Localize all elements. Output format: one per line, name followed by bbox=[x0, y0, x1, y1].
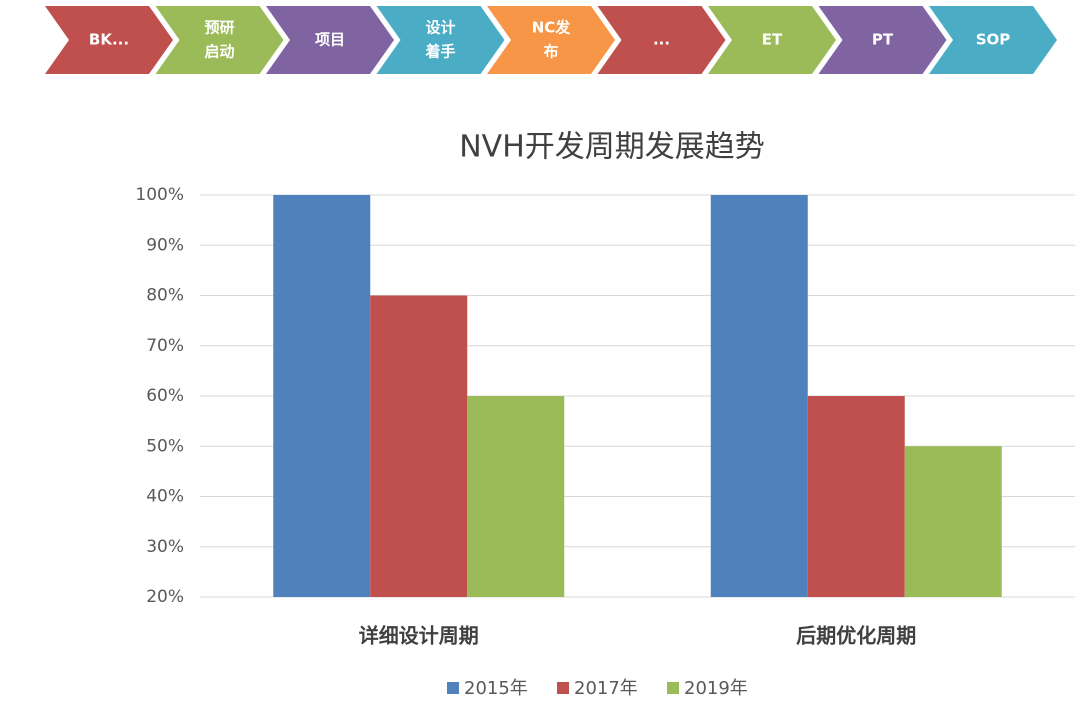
process-chevron bbox=[929, 6, 1057, 74]
y-tick-label: 50% bbox=[146, 436, 184, 456]
process-chevron bbox=[45, 6, 173, 74]
chart-title: NVH开发周期发展趋势 bbox=[459, 130, 765, 165]
process-label: ET bbox=[762, 31, 783, 49]
process-chevron bbox=[708, 6, 836, 74]
process-chevron bbox=[597, 6, 726, 74]
bar bbox=[467, 396, 565, 597]
process-label: 启动 bbox=[204, 43, 234, 61]
process-label: 项目 bbox=[315, 31, 345, 49]
process-label: NC发 bbox=[532, 19, 572, 37]
x-tick-label: 后期优化周期 bbox=[796, 624, 916, 648]
legend-label: 2017年 bbox=[574, 678, 638, 699]
process-chevron bbox=[155, 6, 284, 74]
legend-swatch bbox=[557, 682, 569, 694]
x-tick-label: 详细设计周期 bbox=[359, 624, 479, 648]
bar bbox=[273, 195, 371, 597]
process-label: 预研 bbox=[204, 19, 234, 37]
y-tick-label: 60% bbox=[146, 386, 184, 406]
process-label: SOP bbox=[976, 31, 1011, 49]
bar bbox=[904, 446, 1002, 597]
legend-label: 2019年 bbox=[684, 678, 748, 699]
process-label: 布 bbox=[543, 43, 558, 61]
process-label: ... bbox=[653, 31, 670, 49]
y-tick-label: 20% bbox=[146, 587, 184, 607]
process-label: BK... bbox=[89, 31, 129, 49]
legend-swatch bbox=[667, 682, 679, 694]
process-chevron bbox=[487, 6, 615, 74]
bar bbox=[807, 396, 905, 597]
y-tick-label: 100% bbox=[135, 185, 184, 205]
legend-swatch bbox=[447, 682, 459, 694]
y-tick-label: 70% bbox=[146, 336, 184, 356]
bar bbox=[710, 195, 808, 597]
y-tick-label: 90% bbox=[146, 235, 184, 255]
process-chevron bbox=[266, 6, 394, 74]
process-chevron bbox=[818, 6, 947, 74]
process-label: PT bbox=[872, 31, 894, 49]
process-label: 着手 bbox=[424, 43, 455, 61]
y-tick-label: 30% bbox=[146, 537, 184, 557]
bar bbox=[370, 295, 468, 597]
y-tick-label: 80% bbox=[146, 286, 184, 306]
process-label: 设计 bbox=[425, 19, 455, 37]
y-tick-label: 40% bbox=[146, 487, 184, 507]
legend-label: 2015年 bbox=[464, 678, 528, 699]
process-chevron bbox=[376, 6, 505, 74]
